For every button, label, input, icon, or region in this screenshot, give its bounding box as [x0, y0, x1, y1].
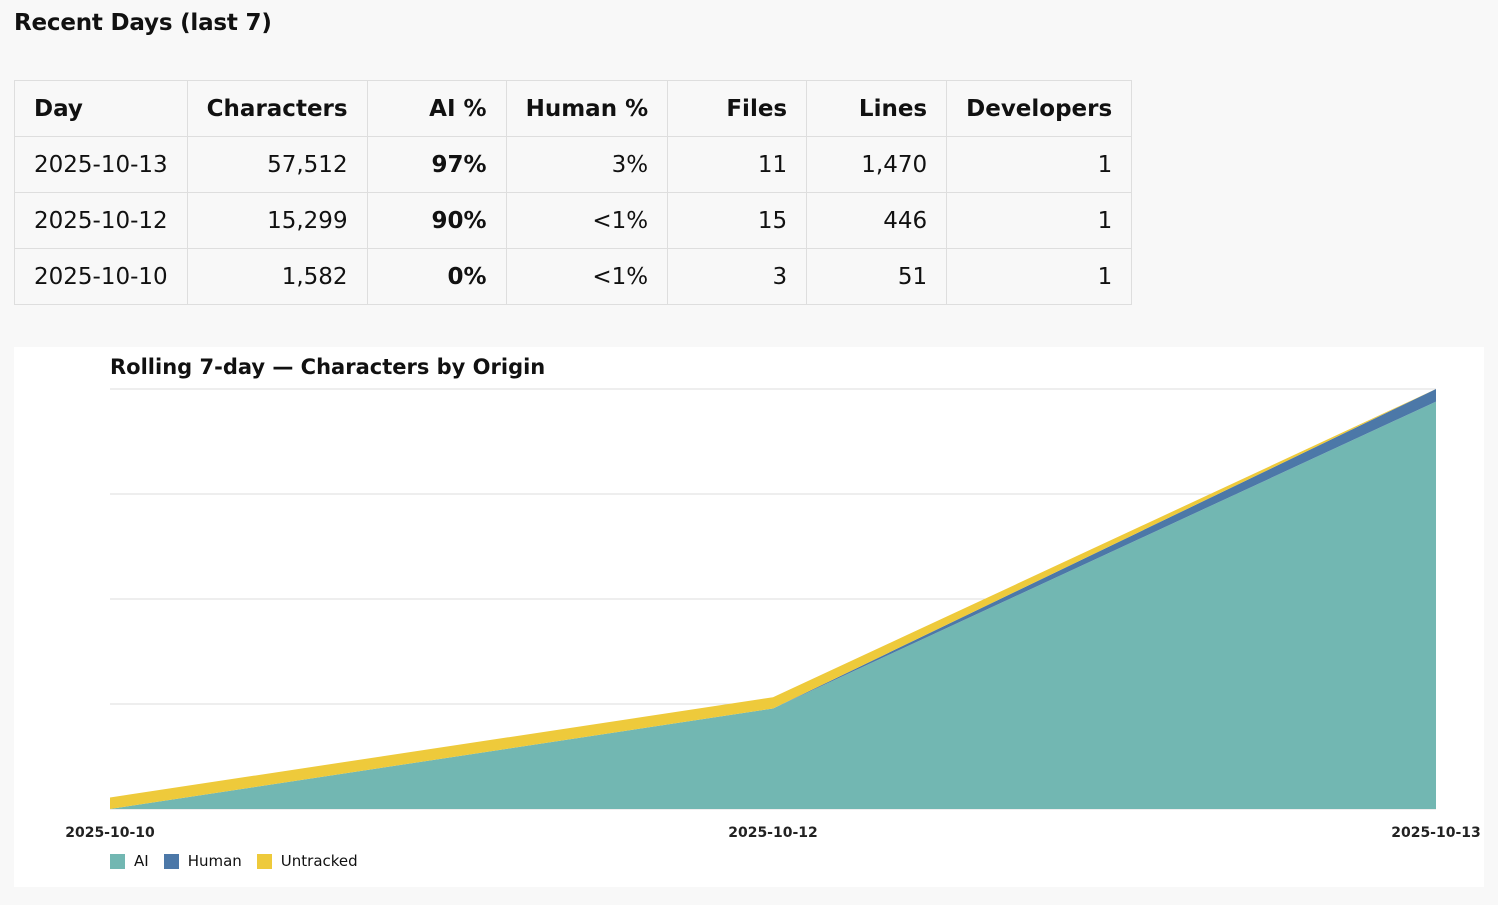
- table-header-row: Day Characters AI % Human % Files Lines …: [14, 80, 1133, 137]
- cell-ai-pct: 97%: [366, 136, 507, 193]
- cell-lines: 446: [806, 192, 948, 249]
- header-day[interactable]: Day: [14, 80, 188, 137]
- header-developers[interactable]: Developers: [946, 80, 1133, 137]
- legend-swatch: [256, 853, 272, 869]
- cell-files: 15: [667, 192, 808, 249]
- header-lines[interactable]: Lines: [806, 80, 948, 137]
- cell-developers: 1: [946, 248, 1133, 305]
- area-ai[interactable]: [110, 401, 1436, 809]
- legend-label: AI: [134, 852, 149, 870]
- legend-item-ai[interactable]: AI: [110, 852, 149, 870]
- cell-developers: 1: [946, 192, 1133, 249]
- cell-day: 2025-10-10: [14, 248, 188, 305]
- chart-title: Rolling 7-day — Characters by Origin: [110, 355, 546, 379]
- legend: AI Human Untracked: [110, 852, 373, 870]
- table-row: 2025-10-10 1,582 0% <1% 3 51 1: [14, 248, 1133, 305]
- recent-days-table: Day Characters AI % Human % Files Lines …: [14, 80, 1133, 305]
- cell-characters: 1,582: [186, 248, 368, 305]
- x-tick-label: 2025-10-10: [65, 825, 155, 841]
- table-row: 2025-10-13 57,512 97% 3% 11 1,470 1: [14, 136, 1133, 193]
- legend-label: Human: [187, 852, 242, 870]
- cell-day: 2025-10-12: [14, 192, 188, 249]
- cell-developers: 1: [946, 136, 1133, 193]
- legend-swatch: [163, 853, 179, 869]
- cell-characters: 15,299: [186, 192, 368, 249]
- x-axis-ticks: 2025-10-10 2025-10-12 2025-10-13: [65, 825, 1481, 841]
- area-chart: 2025-10-10 2025-10-12 2025-10-13: [65, 388, 1481, 841]
- header-files[interactable]: Files: [667, 80, 808, 137]
- cell-day: 2025-10-13: [14, 136, 188, 193]
- legend-item-human[interactable]: Human: [163, 852, 242, 870]
- header-ai-pct[interactable]: AI %: [366, 80, 507, 137]
- cell-ai-pct: 90%: [366, 192, 507, 249]
- cell-human-pct: <1%: [505, 192, 669, 249]
- table-row: 2025-10-12 15,299 90% <1% 15 446 1: [14, 192, 1133, 249]
- cell-ai-pct: 0%: [366, 248, 507, 305]
- section-title: Recent Days (last 7): [14, 10, 272, 36]
- cell-human-pct: 3%: [505, 136, 669, 193]
- x-tick-label: 2025-10-13: [1391, 825, 1481, 841]
- legend-swatch: [110, 853, 125, 869]
- x-tick-label: 2025-10-12: [728, 825, 818, 841]
- cell-files: 11: [667, 136, 808, 193]
- area-series: [110, 389, 1436, 809]
- legend-item-untracked[interactable]: Untracked: [256, 852, 358, 870]
- cell-lines: 51: [806, 248, 948, 305]
- cell-lines: 1,470: [806, 136, 948, 193]
- legend-label: Untracked: [280, 852, 358, 870]
- cell-files: 3: [667, 248, 808, 305]
- header-characters[interactable]: Characters: [186, 80, 368, 137]
- header-human-pct[interactable]: Human %: [505, 80, 669, 137]
- cell-characters: 57,512: [186, 136, 368, 193]
- cell-human-pct: <1%: [505, 248, 669, 305]
- chart-card: Rolling 7-day — Characters by Origin 202…: [14, 347, 1484, 887]
